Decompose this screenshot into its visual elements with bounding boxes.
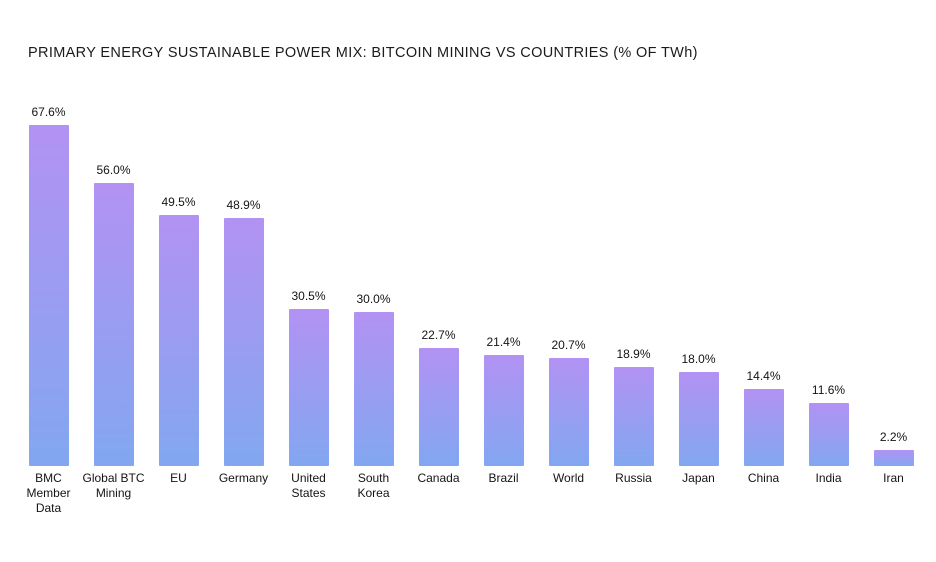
bar-category-label: World xyxy=(552,471,585,485)
bar-value-label: 18.9% xyxy=(616,347,651,361)
bar-value-label: 30.0% xyxy=(356,292,391,306)
bar-column: 21.4% xyxy=(471,335,536,466)
bar-category-label: Brazil xyxy=(488,471,519,485)
bar-category-label: South Korea xyxy=(357,471,390,500)
bar-column: 48.9% xyxy=(211,198,276,466)
bar-column: 18.0% xyxy=(666,352,731,466)
bar-column: 30.0% xyxy=(341,292,406,466)
bar xyxy=(808,403,849,466)
bar-category-label: Russia xyxy=(615,471,652,485)
bar-value-label: 30.5% xyxy=(291,289,326,303)
bar-column: 2.2% xyxy=(861,430,926,466)
bar-column: 11.6% xyxy=(796,383,861,466)
bar-column: 18.9% xyxy=(601,347,666,466)
bar-value-label: 18.0% xyxy=(681,352,716,366)
bar-category-label: Germany xyxy=(218,471,269,485)
bar-category-label: EU xyxy=(170,471,187,485)
bar-category-label: Global BTC Mining xyxy=(82,471,145,500)
bar-column: 22.7% xyxy=(406,328,471,466)
bar-value-label: 48.9% xyxy=(226,198,261,212)
bar-column: 14.4% xyxy=(731,369,796,466)
bar-category-label: Japan xyxy=(682,471,715,485)
bar xyxy=(678,372,719,466)
bar xyxy=(93,183,134,466)
bar xyxy=(418,348,459,466)
bar-column: 67.6% xyxy=(16,105,81,466)
bar xyxy=(743,389,784,466)
bar-value-label: 11.6% xyxy=(811,383,846,397)
bar-category-label: India xyxy=(815,471,842,485)
bar xyxy=(158,215,199,466)
bar-value-label: 14.4% xyxy=(746,369,781,383)
bar-category-label: BMC Member Data xyxy=(26,471,71,515)
bar-column: 56.0% xyxy=(81,163,146,466)
bar xyxy=(223,218,264,466)
chart-title: PRIMARY ENERGY SUSTAINABLE POWER MIX: BI… xyxy=(28,45,698,61)
chart-category-axis: BMC Member Data Global BTC Mining EU German… xyxy=(16,471,926,516)
bar-value-label: 21.4% xyxy=(486,335,521,349)
bar-value-label: 20.7% xyxy=(551,338,586,352)
bar-category-label: Iran xyxy=(883,471,904,485)
bar xyxy=(613,367,654,466)
bar xyxy=(483,355,524,466)
bar-category-label: United States xyxy=(291,471,326,500)
bar-column: 49.5% xyxy=(146,195,211,466)
bar-category-label: China xyxy=(747,471,780,485)
bar-value-label: 67.6% xyxy=(31,105,66,119)
bar xyxy=(28,125,69,466)
bar xyxy=(873,450,914,466)
chart-plot-area: 67.6% 56.0% 49.5% 48.9% 30.5% 30.0% 22.7% 21.4%… xyxy=(16,0,926,466)
bar-value-label: 22.7% xyxy=(421,328,456,342)
bar-value-label: 56.0% xyxy=(96,163,131,177)
bar-value-label: 49.5% xyxy=(161,195,196,209)
bar xyxy=(353,312,394,466)
bar xyxy=(288,309,329,466)
bar-value-label: 2.2% xyxy=(879,430,908,444)
bar-column: 20.7% xyxy=(536,338,601,466)
bar-category-label: Canada xyxy=(417,471,460,485)
bar-column: 30.5% xyxy=(276,289,341,466)
bar xyxy=(548,358,589,466)
